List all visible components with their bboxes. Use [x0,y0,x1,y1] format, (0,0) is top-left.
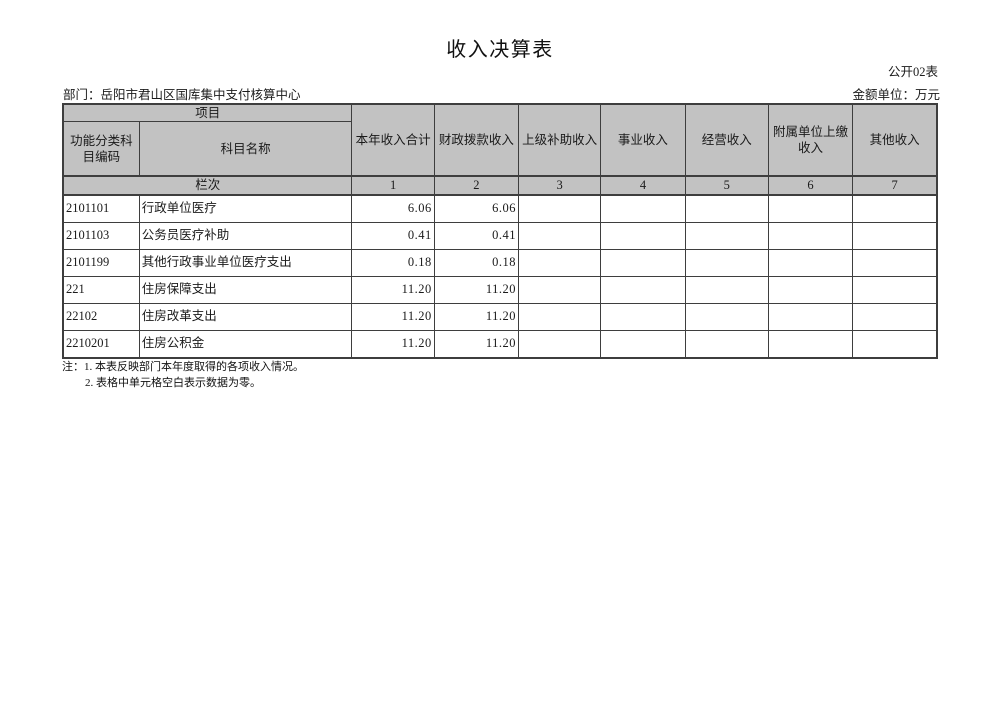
value-cell: 0.41 [433,221,520,250]
value-cell: 0.41 [351,221,435,250]
table-row: 2101101 行政单位医疗 6.06 6.06 [62,194,938,223]
value-cell: 11.20 [433,302,520,331]
table-row: 2101199 其他行政事业单位医疗支出 0.18 0.18 [62,248,938,277]
value-cell [767,329,854,358]
table-row: 221 住房保障支出 11.20 11.20 [62,275,938,304]
subject-name: 住房公积金 [138,329,353,358]
value-cell [767,275,854,304]
col-header-subject-name: 科目名称 [138,121,353,177]
value-cell [518,248,602,277]
value-cell: 6.06 [433,194,520,223]
value-cell [600,221,686,250]
subject-code: 2101199 [62,248,140,277]
value-cell [852,329,938,358]
col-header-other-income: 其他收入 [852,103,938,177]
col-header-affiliate-remittance: 附属单位上缴收入 [767,103,854,177]
col-number-3: 3 [518,175,602,196]
income-statement-table: 项目 本年收入合计 财政拨款收入 上级补助收入 事业收入 经营收入 附属单位上缴… [62,103,938,359]
col-number-7: 7 [852,175,938,196]
value-cell [767,221,854,250]
value-cell: 6.06 [351,194,435,223]
value-cell: 11.20 [433,275,520,304]
footnote-1: 注：1. 本表反映部门本年度取得的各项收入情况。 [62,361,304,373]
value-cell: 11.20 [433,329,520,358]
col-number-2: 2 [433,175,520,196]
value-cell [600,329,686,358]
table-row: 22102 住房改革支出 11.20 11.20 [62,302,938,331]
col-header-superior-subsidy: 上级补助收入 [518,103,602,177]
col-number-5: 5 [684,175,769,196]
value-cell [600,275,686,304]
value-cell [767,248,854,277]
subject-name: 行政单位医疗 [138,194,353,223]
value-cell [684,329,769,358]
value-cell [600,248,686,277]
subject-name: 公务员医疗补助 [138,221,353,250]
value-cell [518,302,602,331]
column-number-row: 栏次 1 2 3 4 5 6 7 [62,175,938,196]
col-number-1: 1 [351,175,435,196]
value-cell [852,194,938,223]
subject-code: 22102 [62,302,140,331]
col-header-business-income: 经营收入 [684,103,769,177]
row-header-lanci: 栏次 [62,175,353,196]
page-title: 收入决算表 [446,39,554,61]
value-cell [518,194,602,223]
group-header-project: 项目 [62,103,353,123]
value-cell [684,194,769,223]
value-cell [518,329,602,358]
value-cell [767,302,854,331]
subject-name: 住房保障支出 [138,275,353,304]
value-cell [852,302,938,331]
value-cell [684,302,769,331]
header-row-sub: 功能分类科目编码 科目名称 [62,121,937,177]
value-cell [684,248,769,277]
value-cell [518,221,602,250]
value-cell [518,275,602,304]
subject-code: 2101103 [62,221,140,250]
col-number-6: 6 [767,175,854,196]
value-cell: 11.20 [351,302,435,331]
col-header-total-income: 本年收入合计 [351,103,435,177]
subject-name: 住房改革支出 [138,302,353,331]
value-cell [684,221,769,250]
value-cell [767,194,854,223]
value-cell [600,302,686,331]
department-label: 部门：岳阳市君山区国库集中支付核算中心 [63,88,301,102]
subject-code: 221 [62,275,140,304]
value-cell [684,275,769,304]
header-row-group: 项目 本年收入合计 财政拨款收入 上级补助收入 事业收入 经营收入 附属单位上缴… [62,103,938,177]
value-cell: 11.20 [351,329,435,358]
value-cell: 0.18 [351,248,435,277]
col-header-fiscal-appropriation: 财政拨款收入 [433,103,520,177]
value-cell [852,275,938,304]
col-number-4: 4 [600,175,686,196]
col-header-function-code: 功能分类科目编码 [62,121,140,177]
footnote-2: 2. 表格中单元格空白表示数据为零。 [85,377,261,389]
col-header-operating-income: 事业收入 [600,103,686,177]
value-cell [852,248,938,277]
value-cell [852,221,938,250]
subject-code: 2210201 [62,329,140,358]
table-row: 2101103 公务员医疗补助 0.41 0.41 [62,221,938,250]
subject-code: 2101101 [62,194,140,223]
unit-label: 金额单位：万元 [852,88,940,102]
value-cell: 11.20 [351,275,435,304]
value-cell [600,194,686,223]
subject-name: 其他行政事业单位医疗支出 [138,248,353,277]
table-code-label: 公开02表 [887,65,938,79]
value-cell: 0.18 [433,248,520,277]
table-row: 2210201 住房公积金 11.20 11.20 [62,329,938,358]
